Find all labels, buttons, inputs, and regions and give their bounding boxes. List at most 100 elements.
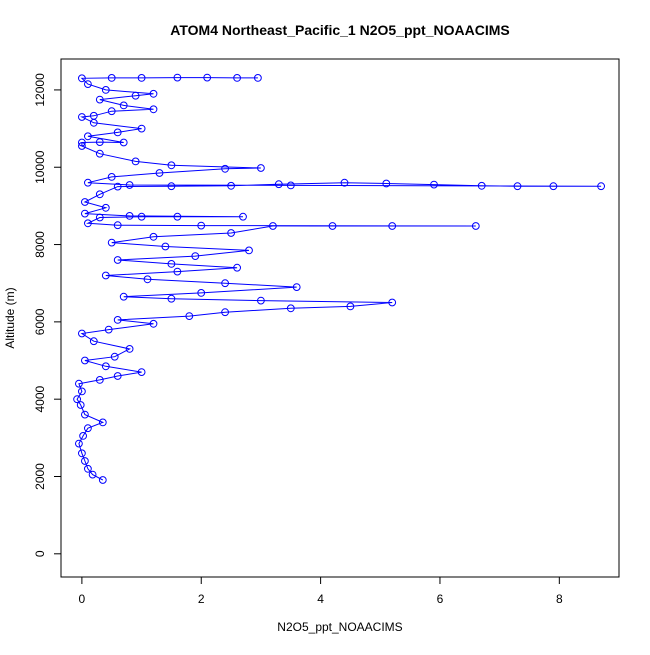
data-point xyxy=(95,138,104,147)
data-point xyxy=(137,212,146,221)
data-point xyxy=(388,222,397,230)
data-point xyxy=(257,296,265,305)
data-point xyxy=(221,279,230,288)
data-point xyxy=(143,275,152,284)
data-point xyxy=(101,86,110,94)
data-point xyxy=(125,345,134,353)
x-tick-label: 0 xyxy=(79,592,86,606)
data-point xyxy=(104,325,113,334)
data-point xyxy=(239,212,247,221)
data-point xyxy=(119,138,128,147)
data-point xyxy=(75,439,83,448)
y-tick-label: 10000 xyxy=(33,150,47,184)
data-point xyxy=(269,222,277,230)
data-point xyxy=(471,222,480,230)
data-point xyxy=(328,222,337,230)
chart-title: ATOM4 Northeast_Pacific_1 N2O5_ppt_NOAAC… xyxy=(170,22,509,38)
data-point xyxy=(430,180,438,189)
data-point xyxy=(137,124,146,133)
series-line xyxy=(76,77,602,481)
data-point xyxy=(149,89,158,98)
data-point xyxy=(227,181,236,190)
data-point xyxy=(98,418,107,427)
data-point xyxy=(113,316,122,324)
data-point xyxy=(167,294,176,303)
data-point xyxy=(167,161,176,170)
data-point xyxy=(98,476,107,484)
data-point xyxy=(477,181,486,190)
y-tick-label: 4000 xyxy=(33,386,47,413)
data-point xyxy=(88,470,97,479)
data-point xyxy=(113,256,122,264)
y-tick-label: 6000 xyxy=(33,308,47,335)
data-point xyxy=(167,182,176,191)
data-point xyxy=(75,379,83,388)
data-point xyxy=(167,260,176,268)
data-point xyxy=(257,164,265,172)
data-point xyxy=(89,111,98,120)
data-point xyxy=(95,376,104,384)
data-point xyxy=(131,91,140,100)
data-point xyxy=(101,362,110,371)
data-point xyxy=(382,179,391,188)
data-point xyxy=(84,80,92,88)
data-point xyxy=(149,319,158,328)
data-point xyxy=(286,181,295,190)
data-point xyxy=(84,424,92,433)
y-tick-label: 12000 xyxy=(33,73,47,107)
data-point xyxy=(221,164,230,173)
data-point xyxy=(81,356,89,365)
data-point xyxy=(131,157,140,166)
data-point xyxy=(233,74,242,82)
data-point xyxy=(227,229,236,237)
data-point xyxy=(155,169,164,177)
data-point xyxy=(78,387,86,396)
data-point xyxy=(513,182,522,191)
data-point xyxy=(597,182,605,191)
y-tick-label: 8000 xyxy=(33,231,47,258)
data-point xyxy=(346,302,355,311)
data-point xyxy=(549,182,558,191)
data-point xyxy=(113,182,122,191)
y-tick-label: 0 xyxy=(33,550,47,557)
data-point xyxy=(78,138,86,147)
data-point xyxy=(149,105,158,114)
x-tick-label: 8 xyxy=(556,592,563,606)
data-point xyxy=(274,180,283,189)
data-point xyxy=(101,203,110,212)
data-point xyxy=(95,95,104,104)
data-point xyxy=(95,190,104,199)
data-point xyxy=(233,263,242,272)
data-point xyxy=(185,312,194,321)
data-point xyxy=(107,238,116,247)
data-point xyxy=(254,74,262,82)
data-point xyxy=(197,221,206,230)
data-point xyxy=(340,178,349,187)
y-tick-label: 2000 xyxy=(33,463,47,490)
data-point xyxy=(292,283,301,292)
data-point xyxy=(245,246,253,255)
data-point xyxy=(113,221,122,230)
y-axis-label: Altitude (m) xyxy=(3,287,17,348)
data-point xyxy=(107,173,116,181)
data-point xyxy=(113,128,122,137)
x-tick-label: 4 xyxy=(317,592,324,606)
data-point xyxy=(78,113,86,121)
data-point xyxy=(173,73,182,82)
data-point xyxy=(107,107,116,116)
data-point xyxy=(84,219,92,228)
data-point xyxy=(149,232,158,241)
data-point xyxy=(89,337,98,346)
data-point xyxy=(78,329,86,338)
data-point xyxy=(173,212,182,221)
data-point xyxy=(113,372,122,380)
data-point xyxy=(78,74,86,83)
data-point xyxy=(137,368,146,377)
x-axis-label: N2O5_ppt_NOAACIMS xyxy=(277,620,402,634)
data-point xyxy=(84,132,92,141)
data-point xyxy=(125,181,134,189)
data-point xyxy=(81,198,89,206)
data-point xyxy=(78,449,86,458)
